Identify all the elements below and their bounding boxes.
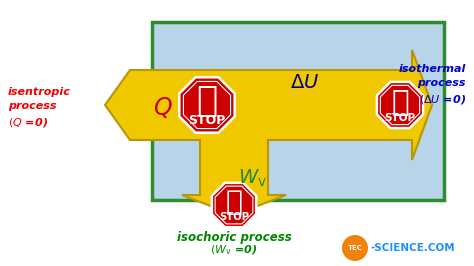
Polygon shape	[179, 77, 235, 133]
Text: ✋: ✋	[226, 188, 243, 216]
Text: $\Delta U$: $\Delta U$	[291, 73, 319, 92]
Polygon shape	[212, 183, 256, 227]
FancyBboxPatch shape	[152, 22, 444, 200]
Text: ✋: ✋	[196, 84, 218, 118]
Text: $W_\mathsf{v}$: $W_\mathsf{v}$	[237, 167, 266, 189]
Text: $(W_\mathsf{v}$ =0): $(W_\mathsf{v}$ =0)	[210, 243, 257, 257]
Circle shape	[342, 235, 368, 261]
Text: isochoric process: isochoric process	[177, 231, 292, 243]
Text: STOP: STOP	[219, 213, 249, 222]
Text: $Q$: $Q$	[153, 95, 173, 120]
Text: TEC: TEC	[347, 245, 363, 251]
Text: -SCIENCE.COM: -SCIENCE.COM	[371, 243, 456, 253]
Text: STOP: STOP	[188, 114, 226, 127]
Text: STOP: STOP	[384, 113, 416, 123]
Text: isothermal
process
$(\Delta U$ =0): isothermal process $(\Delta U$ =0)	[399, 64, 466, 106]
Polygon shape	[377, 82, 423, 128]
Polygon shape	[105, 50, 432, 215]
Text: ✋: ✋	[391, 88, 409, 117]
Text: isentropic
process
$(Q$ =0): isentropic process $(Q$ =0)	[8, 87, 71, 129]
